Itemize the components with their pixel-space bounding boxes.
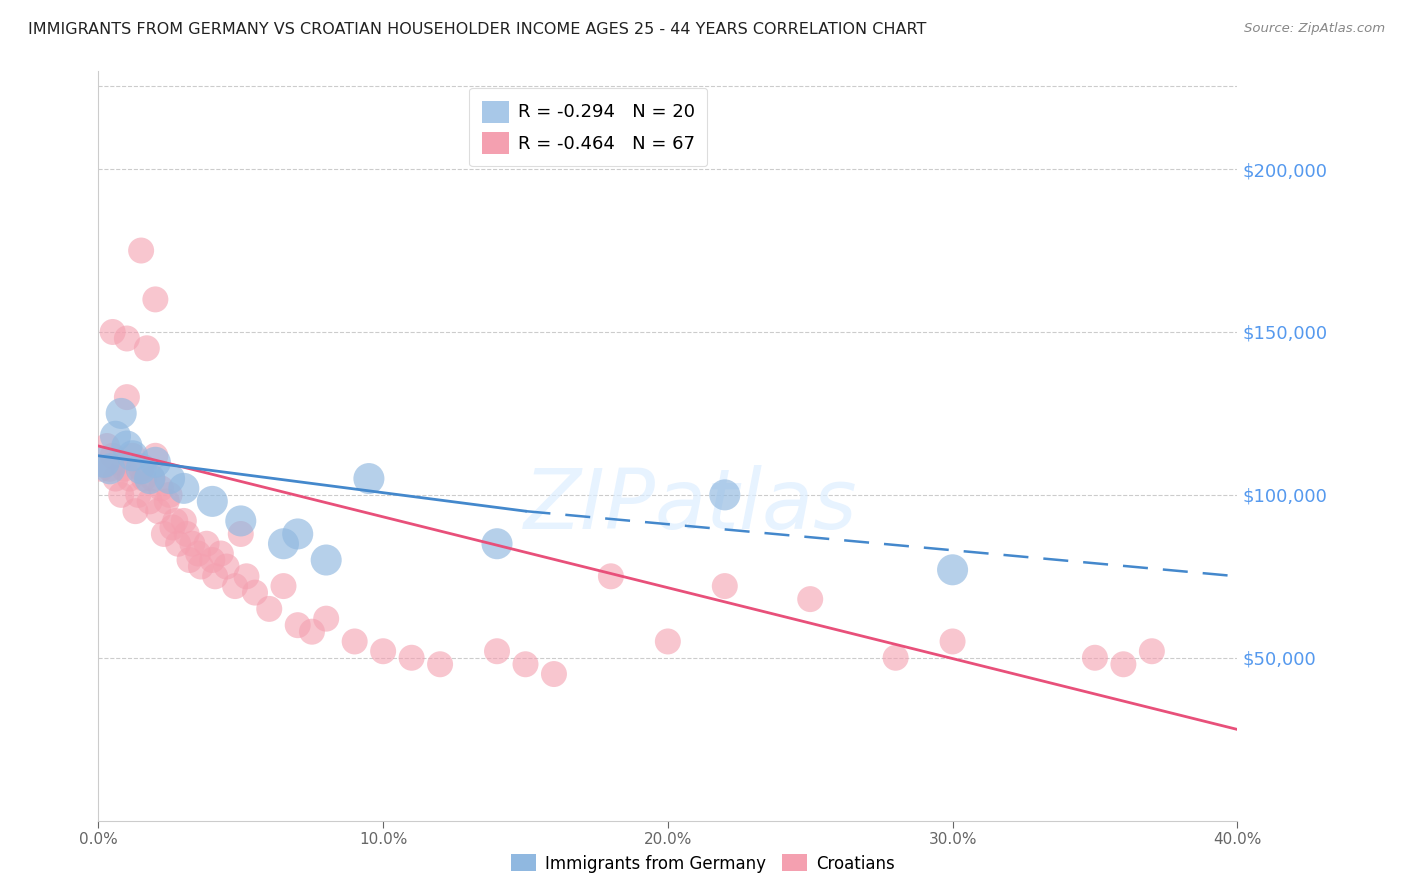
Point xyxy=(942,563,965,577)
Point xyxy=(543,667,565,681)
Point xyxy=(229,527,252,541)
Point xyxy=(181,537,204,551)
Point xyxy=(115,331,138,345)
Point xyxy=(1140,644,1163,658)
Point xyxy=(129,462,152,476)
Point xyxy=(195,537,218,551)
Point xyxy=(201,494,224,508)
Point xyxy=(138,472,160,486)
Point xyxy=(135,341,157,355)
Point xyxy=(145,455,167,469)
Point xyxy=(110,488,132,502)
Point xyxy=(98,462,121,476)
Point xyxy=(301,624,323,639)
Point xyxy=(121,449,143,463)
Point xyxy=(141,472,163,486)
Point xyxy=(173,481,195,495)
Point xyxy=(179,553,201,567)
Point xyxy=(173,514,195,528)
Point xyxy=(150,481,173,495)
Point xyxy=(112,462,135,476)
Point xyxy=(657,634,679,648)
Point xyxy=(167,537,190,551)
Point xyxy=(96,439,118,453)
Point xyxy=(159,472,181,486)
Point xyxy=(156,494,179,508)
Point xyxy=(429,657,451,672)
Text: IMMIGRANTS FROM GERMANY VS CROATIAN HOUSEHOLDER INCOME AGES 25 - 44 YEARS CORREL: IMMIGRANTS FROM GERMANY VS CROATIAN HOUS… xyxy=(28,22,927,37)
Point xyxy=(101,325,124,339)
Legend: R = -0.294   N = 20, R = -0.464   N = 67: R = -0.294 N = 20, R = -0.464 N = 67 xyxy=(470,88,707,166)
Point xyxy=(401,650,423,665)
Point xyxy=(287,618,309,632)
Point xyxy=(942,634,965,648)
Point xyxy=(129,244,152,258)
Point xyxy=(215,559,238,574)
Point xyxy=(127,488,149,502)
Point xyxy=(162,520,184,534)
Point xyxy=(259,602,281,616)
Legend: Immigrants from Germany, Croatians: Immigrants from Germany, Croatians xyxy=(505,847,901,880)
Point xyxy=(714,488,737,502)
Point xyxy=(98,462,121,476)
Point xyxy=(273,579,295,593)
Point xyxy=(1084,650,1107,665)
Point xyxy=(600,569,623,583)
Point xyxy=(884,650,907,665)
Point xyxy=(115,439,138,453)
Point xyxy=(714,579,737,593)
Point xyxy=(90,462,112,476)
Point xyxy=(209,547,232,561)
Point xyxy=(799,592,821,607)
Point xyxy=(235,569,257,583)
Point xyxy=(315,612,337,626)
Point xyxy=(110,406,132,420)
Point xyxy=(153,527,176,541)
Point xyxy=(224,579,246,593)
Point xyxy=(343,634,366,648)
Point xyxy=(104,472,127,486)
Point xyxy=(204,569,226,583)
Point xyxy=(486,537,509,551)
Point xyxy=(243,585,266,599)
Point xyxy=(145,449,167,463)
Point xyxy=(190,559,212,574)
Point xyxy=(515,657,537,672)
Point xyxy=(104,429,127,443)
Point xyxy=(121,449,143,463)
Point xyxy=(115,390,138,404)
Point xyxy=(1112,657,1135,672)
Point xyxy=(124,504,146,518)
Text: Source: ZipAtlas.com: Source: ZipAtlas.com xyxy=(1244,22,1385,36)
Point xyxy=(148,504,170,518)
Point xyxy=(165,514,187,528)
Point xyxy=(176,527,198,541)
Point xyxy=(229,514,252,528)
Point xyxy=(486,644,509,658)
Point xyxy=(287,527,309,541)
Point xyxy=(187,547,209,561)
Point xyxy=(118,472,141,486)
Point xyxy=(101,449,124,463)
Point xyxy=(159,488,181,502)
Point xyxy=(107,455,129,469)
Point xyxy=(93,455,115,469)
Point xyxy=(132,472,155,486)
Point xyxy=(201,553,224,567)
Point xyxy=(138,494,160,508)
Point xyxy=(145,293,167,307)
Point xyxy=(371,644,394,658)
Point xyxy=(129,462,152,476)
Point xyxy=(357,472,380,486)
Point xyxy=(273,537,295,551)
Point xyxy=(315,553,337,567)
Text: ZIPatlas: ZIPatlas xyxy=(524,466,858,547)
